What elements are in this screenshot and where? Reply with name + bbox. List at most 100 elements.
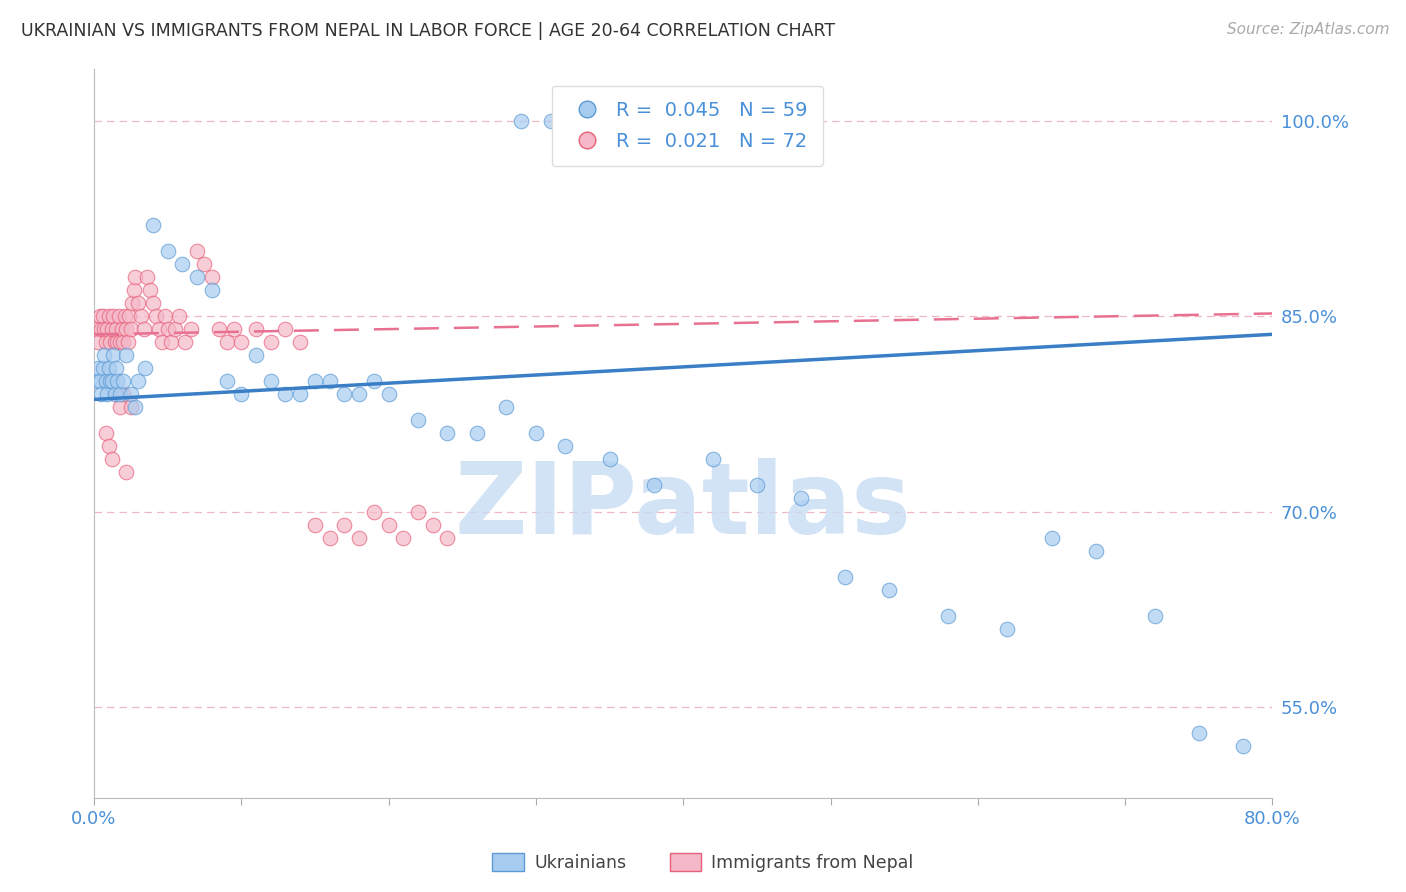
Point bbox=[333, 517, 356, 532]
Point bbox=[172, 257, 194, 271]
Point bbox=[274, 387, 297, 401]
Point bbox=[129, 309, 152, 323]
Point bbox=[245, 348, 267, 362]
Point bbox=[111, 322, 134, 336]
Point bbox=[108, 309, 131, 323]
Point bbox=[186, 244, 208, 258]
Point bbox=[87, 361, 110, 376]
Point bbox=[643, 478, 665, 492]
Point bbox=[1143, 608, 1166, 623]
Point bbox=[422, 517, 444, 532]
Point bbox=[879, 582, 901, 597]
Point bbox=[101, 348, 124, 362]
Point bbox=[115, 466, 138, 480]
Point bbox=[222, 322, 245, 336]
Point bbox=[100, 452, 122, 467]
Point bbox=[89, 309, 111, 323]
Point bbox=[260, 374, 283, 388]
Point bbox=[318, 374, 340, 388]
Point bbox=[115, 322, 138, 336]
Point bbox=[118, 309, 141, 323]
Point bbox=[260, 335, 283, 350]
Point bbox=[790, 491, 813, 506]
Legend: Ukrainians, Immigrants from Nepal: Ukrainians, Immigrants from Nepal bbox=[485, 847, 921, 879]
Point bbox=[127, 374, 149, 388]
Point bbox=[377, 517, 399, 532]
Point bbox=[105, 322, 128, 336]
Point bbox=[201, 270, 224, 285]
Text: UKRAINIAN VS IMMIGRANTS FROM NEPAL IN LABOR FORCE | AGE 20-64 CORRELATION CHART: UKRAINIAN VS IMMIGRANTS FROM NEPAL IN LA… bbox=[21, 22, 835, 40]
Point bbox=[1040, 531, 1063, 545]
Point bbox=[702, 452, 724, 467]
Point bbox=[94, 374, 117, 388]
Point bbox=[86, 374, 108, 388]
Point bbox=[465, 426, 488, 441]
Legend: R =  0.045   N = 59, R =  0.021   N = 72: R = 0.045 N = 59, R = 0.021 N = 72 bbox=[551, 86, 823, 166]
Point bbox=[120, 322, 142, 336]
Point bbox=[174, 335, 197, 350]
Point bbox=[122, 283, 145, 297]
Point bbox=[120, 401, 142, 415]
Point bbox=[231, 335, 253, 350]
Point bbox=[117, 335, 139, 350]
Point bbox=[495, 401, 517, 415]
Point bbox=[98, 374, 121, 388]
Point bbox=[124, 270, 146, 285]
Point bbox=[201, 283, 224, 297]
Point bbox=[98, 335, 121, 350]
Point bbox=[156, 322, 179, 336]
Point bbox=[406, 504, 429, 518]
Point bbox=[100, 322, 122, 336]
Point bbox=[112, 374, 135, 388]
Point bbox=[406, 413, 429, 427]
Point bbox=[231, 387, 253, 401]
Point bbox=[333, 387, 356, 401]
Point bbox=[731, 113, 754, 128]
Point bbox=[120, 387, 142, 401]
Point bbox=[599, 113, 621, 128]
Point bbox=[208, 322, 231, 336]
Point bbox=[150, 335, 173, 350]
Point bbox=[124, 401, 146, 415]
Point bbox=[363, 504, 385, 518]
Point bbox=[101, 309, 124, 323]
Point bbox=[215, 335, 238, 350]
Point bbox=[127, 296, 149, 310]
Point bbox=[215, 374, 238, 388]
Point bbox=[363, 374, 385, 388]
Point bbox=[86, 322, 108, 336]
Point bbox=[524, 426, 547, 441]
Point bbox=[139, 283, 162, 297]
Point bbox=[142, 296, 165, 310]
Point bbox=[94, 426, 117, 441]
Point bbox=[761, 127, 783, 141]
Point bbox=[288, 335, 311, 350]
Point bbox=[245, 322, 267, 336]
Point bbox=[156, 244, 179, 258]
Point bbox=[110, 401, 132, 415]
Point bbox=[745, 478, 768, 492]
Point bbox=[93, 322, 115, 336]
Point bbox=[107, 335, 129, 350]
Point bbox=[169, 309, 191, 323]
Point bbox=[136, 270, 159, 285]
Point bbox=[186, 270, 208, 285]
Point bbox=[90, 322, 112, 336]
Point bbox=[134, 361, 156, 376]
Point bbox=[91, 361, 114, 376]
Point bbox=[110, 387, 132, 401]
Text: Source: ZipAtlas.com: Source: ZipAtlas.com bbox=[1226, 22, 1389, 37]
Point bbox=[148, 322, 170, 336]
Point bbox=[112, 335, 135, 350]
Point bbox=[1232, 739, 1254, 753]
Point bbox=[193, 257, 215, 271]
Point bbox=[1188, 726, 1211, 740]
Point bbox=[318, 531, 340, 545]
Point bbox=[436, 531, 458, 545]
Point bbox=[304, 374, 326, 388]
Point bbox=[834, 569, 856, 583]
Point bbox=[274, 322, 297, 336]
Point bbox=[153, 309, 176, 323]
Point bbox=[145, 309, 167, 323]
Point bbox=[97, 439, 120, 453]
